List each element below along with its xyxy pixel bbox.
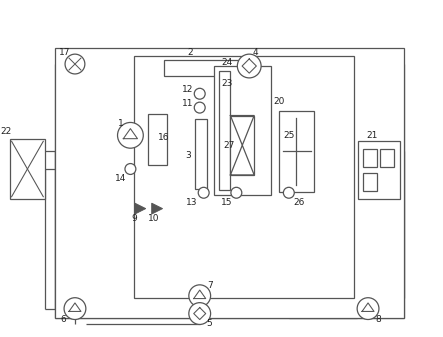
Bar [363,149,377,167]
Text: 4: 4 [253,48,258,57]
Circle shape [64,298,86,319]
Bar [218,71,230,190]
Bar [279,111,314,192]
Text: 12: 12 [182,85,194,94]
Circle shape [284,187,294,198]
Text: 26: 26 [293,198,304,207]
Text: 8: 8 [375,315,381,324]
Bar [55,48,404,317]
Polygon shape [152,203,163,214]
Text: 21: 21 [366,131,378,140]
Text: 27: 27 [224,141,235,150]
Text: 1: 1 [118,119,124,128]
Text: 25: 25 [283,131,295,140]
Text: 20: 20 [273,97,284,106]
Text: 16: 16 [158,133,170,142]
Bar [358,141,400,199]
Circle shape [198,187,209,198]
Text: 9: 9 [132,214,137,223]
Circle shape [357,298,379,319]
Text: 3: 3 [185,151,191,160]
Bar [214,66,271,195]
Text: 10: 10 [148,214,160,223]
Bar [164,60,239,76]
Circle shape [65,54,85,74]
Text: 7: 7 [207,281,213,290]
Circle shape [117,122,143,148]
Circle shape [237,54,261,78]
Circle shape [189,303,210,325]
Circle shape [194,102,205,113]
Bar [148,114,167,165]
Polygon shape [135,203,146,214]
Circle shape [189,285,210,307]
Circle shape [231,187,242,198]
Circle shape [125,163,136,175]
Text: 15: 15 [221,198,232,207]
Text: 23: 23 [222,79,233,88]
Bar [380,149,394,167]
Text: 17: 17 [59,48,71,57]
Bar [10,139,45,199]
Text: 5: 5 [207,319,213,328]
Circle shape [194,88,205,99]
Text: 24: 24 [222,58,233,67]
Text: 11: 11 [182,99,194,108]
Text: 6: 6 [60,315,66,324]
Text: 13: 13 [186,198,198,207]
Text: 2: 2 [187,48,193,57]
Bar [134,56,354,298]
Bar [195,120,206,189]
Text: 14: 14 [115,174,126,183]
Bar [363,173,377,191]
Bar [230,116,254,175]
Text: 22: 22 [0,127,11,136]
